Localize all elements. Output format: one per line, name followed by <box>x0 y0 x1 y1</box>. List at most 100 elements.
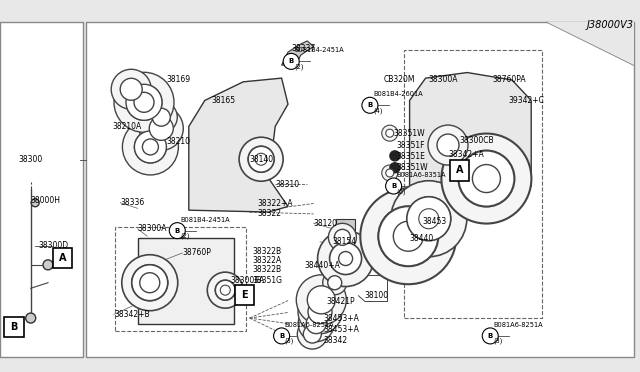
Circle shape <box>134 131 166 163</box>
Circle shape <box>442 134 531 224</box>
Circle shape <box>419 209 439 229</box>
Circle shape <box>298 290 342 334</box>
Text: 38322B: 38322B <box>253 247 282 256</box>
Circle shape <box>126 84 162 120</box>
Circle shape <box>317 231 374 286</box>
Text: 38322: 38322 <box>257 209 282 218</box>
Circle shape <box>142 139 158 155</box>
Bar <box>53 248 72 269</box>
Text: 38300D: 38300D <box>38 241 68 250</box>
Circle shape <box>390 151 400 161</box>
Circle shape <box>306 314 326 334</box>
Text: 38300CB: 38300CB <box>460 136 494 145</box>
Text: 38310: 38310 <box>275 180 300 189</box>
Polygon shape <box>410 73 531 212</box>
Circle shape <box>248 146 274 172</box>
Text: 38337: 38337 <box>291 44 316 53</box>
Text: (2): (2) <box>180 232 190 239</box>
Circle shape <box>472 164 500 193</box>
Text: 38169: 38169 <box>166 76 191 84</box>
Bar <box>138 238 234 324</box>
Circle shape <box>482 328 498 344</box>
Circle shape <box>298 319 327 349</box>
Text: 38210A: 38210A <box>112 122 141 131</box>
Circle shape <box>152 108 170 126</box>
Text: B: B <box>175 228 180 234</box>
Circle shape <box>458 151 515 206</box>
Polygon shape <box>189 78 288 212</box>
Circle shape <box>307 286 335 314</box>
Text: J38000V3: J38000V3 <box>587 20 634 31</box>
Text: 38336: 38336 <box>120 198 145 207</box>
Circle shape <box>296 275 346 325</box>
Circle shape <box>111 69 151 109</box>
Circle shape <box>248 146 274 172</box>
Text: (4): (4) <box>373 107 383 114</box>
Text: 38300A: 38300A <box>429 76 458 84</box>
Bar <box>236 288 253 302</box>
Text: 38300EA: 38300EA <box>230 276 265 285</box>
Text: 38351E: 38351E <box>397 152 426 161</box>
Circle shape <box>122 119 179 175</box>
Text: 38210: 38210 <box>166 137 191 146</box>
Text: 38351W: 38351W <box>393 129 424 138</box>
Text: B: B <box>488 333 493 339</box>
Text: B081B4-2451A: B081B4-2451A <box>180 217 230 222</box>
Circle shape <box>145 101 177 133</box>
Text: (3): (3) <box>493 338 503 344</box>
Text: 38154: 38154 <box>333 237 357 246</box>
Circle shape <box>308 300 332 324</box>
Text: B: B <box>279 333 284 339</box>
Circle shape <box>332 244 360 273</box>
Text: 38453: 38453 <box>422 217 447 226</box>
Bar <box>336 219 355 253</box>
Circle shape <box>360 188 456 284</box>
Text: E: E <box>241 290 248 300</box>
Text: B: B <box>367 102 372 108</box>
Text: CB320M: CB320M <box>384 76 415 84</box>
Text: 38100: 38100 <box>365 291 389 300</box>
Circle shape <box>334 229 351 246</box>
Text: 39342+C: 39342+C <box>509 96 545 105</box>
Circle shape <box>274 328 289 344</box>
Circle shape <box>458 151 515 206</box>
Text: 38760P: 38760P <box>182 248 211 257</box>
Text: B: B <box>10 322 18 332</box>
Text: 38342: 38342 <box>323 336 348 345</box>
Text: (6): (6) <box>397 188 406 195</box>
Text: B081B4-2451A: B081B4-2451A <box>294 47 344 53</box>
Circle shape <box>330 243 362 275</box>
Circle shape <box>283 53 299 70</box>
Text: 38453+A: 38453+A <box>323 325 359 334</box>
Circle shape <box>437 134 459 156</box>
Text: 38440+A: 38440+A <box>304 262 340 270</box>
Bar <box>404 50 542 318</box>
Circle shape <box>385 178 402 194</box>
Text: 38342+A: 38342+A <box>448 150 484 159</box>
Text: A: A <box>456 166 463 175</box>
Circle shape <box>391 181 467 257</box>
Circle shape <box>394 221 423 251</box>
Text: (3): (3) <box>285 338 294 344</box>
Text: 38322B: 38322B <box>253 265 282 274</box>
Circle shape <box>134 131 166 163</box>
Circle shape <box>378 206 438 266</box>
Circle shape <box>323 271 347 295</box>
Circle shape <box>390 163 400 173</box>
Text: B081A6-8251A: B081A6-8251A <box>285 322 335 328</box>
Text: 38120: 38120 <box>314 219 338 228</box>
Circle shape <box>126 84 162 120</box>
Text: 38351F: 38351F <box>397 141 426 150</box>
Text: 38322A: 38322A <box>253 256 282 265</box>
Circle shape <box>215 280 236 300</box>
Text: B081A6-8251A: B081A6-8251A <box>493 322 543 328</box>
Text: 38351W: 38351W <box>397 163 428 172</box>
Circle shape <box>132 265 168 301</box>
Text: 38351G: 38351G <box>253 276 283 285</box>
Polygon shape <box>547 22 634 65</box>
Circle shape <box>298 306 334 341</box>
Polygon shape <box>282 41 314 65</box>
Text: 38342+B: 38342+B <box>114 310 150 319</box>
Circle shape <box>303 325 321 343</box>
Circle shape <box>407 197 451 241</box>
